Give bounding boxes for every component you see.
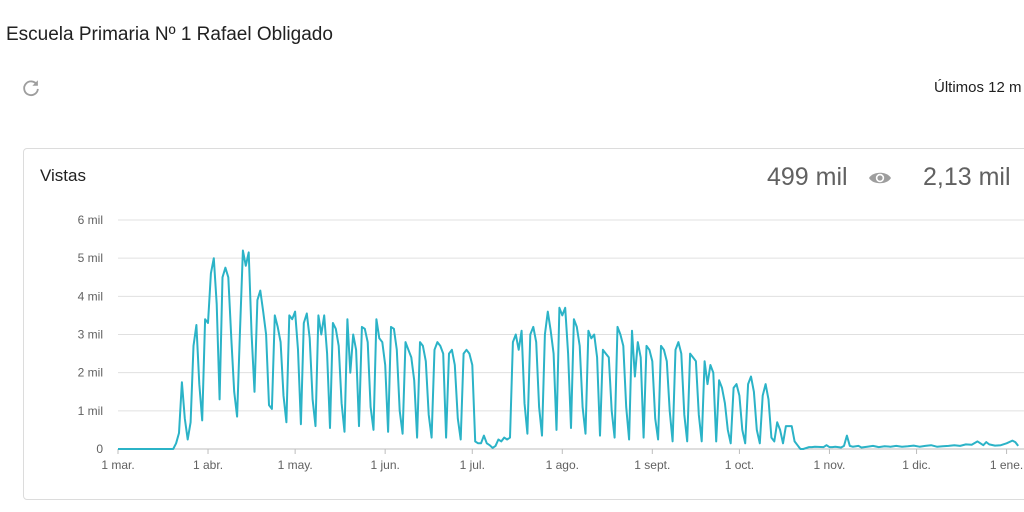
card-title: Vistas — [40, 166, 86, 185]
date-range-selector[interactable]: Últimos 12 m — [934, 79, 1022, 96]
eye-icon — [869, 172, 891, 184]
page-title: Escuela Primaria Nº 1 Rafael Obligado — [6, 24, 333, 45]
views-total: 499 mil — [767, 163, 848, 191]
refresh-icon[interactable] — [20, 77, 42, 99]
visitors-total: 2,13 mil — [923, 163, 1011, 191]
views-card — [23, 148, 1024, 500]
